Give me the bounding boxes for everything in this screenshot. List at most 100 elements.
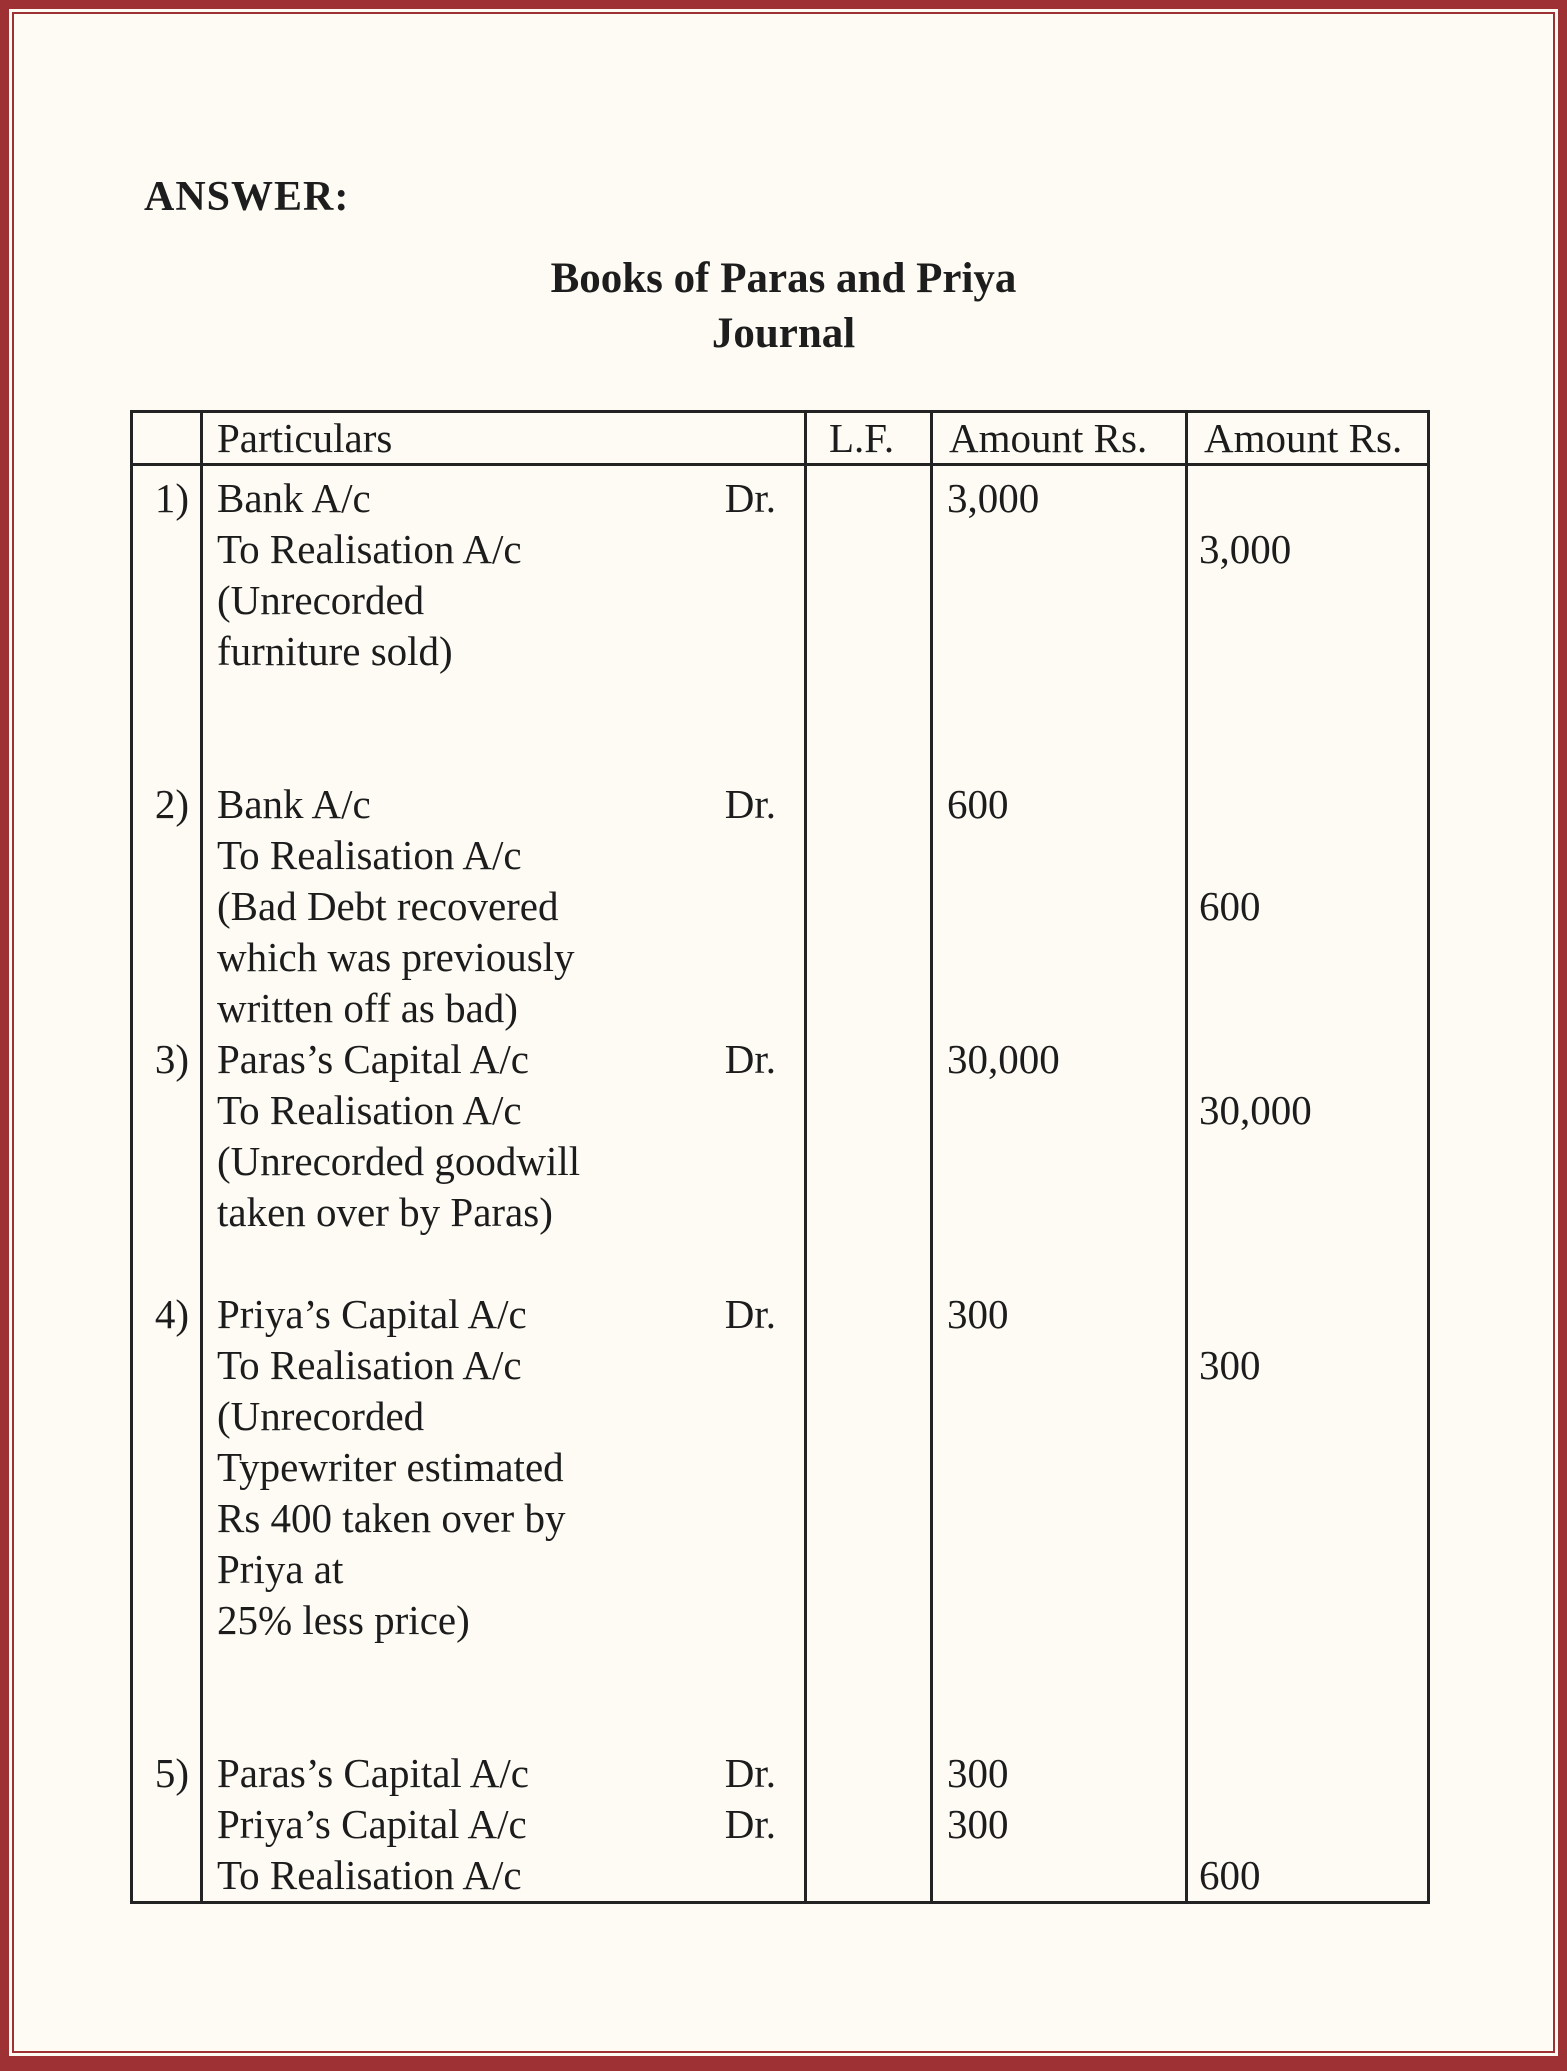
blank-line [807,1799,930,1850]
particulars-cell: Paras’s Capital A/c Dr. To Realisation A/c… [203,1034,807,1289]
blank-line [933,524,1185,575]
blank-line [1188,1595,1427,1646]
blank-line [1188,1748,1427,1799]
blank-line [203,677,804,728]
blank-line [807,1034,930,1085]
credit-amount: 3,000 [1199,526,1292,572]
blank-line [807,779,930,830]
blank-line [807,1085,930,1136]
particulars-line: (Unrecorded [203,575,804,626]
title-block: Books of Paras and Priya Journal [9,251,1558,361]
blank-line [133,677,200,728]
entry-number: 5) [154,1750,189,1796]
blank-line [133,524,200,575]
debit-amount: 300 [947,1750,1009,1796]
entry-number: 2) [154,781,189,827]
dr-label: Dr. [724,781,776,827]
debit-amount: 30,000 [947,1036,1060,1082]
blank-line [203,728,804,779]
blank-line [1188,1799,1427,1850]
blank-line [933,881,1185,932]
blank-line [1188,830,1427,881]
journal-entry-5: 5) Paras’s Capital A/c Dr. Priya’s Capital … [133,1748,1427,1901]
blank-line [807,1850,930,1901]
blank-line [807,1442,930,1493]
account-text: To Realisation A/c [217,526,522,572]
account-text: furniture sold) [217,628,453,674]
debit-amount-cell: 300 300 [933,1748,1188,1901]
blank-line [133,1697,200,1748]
particulars-line: Priya at [203,1544,804,1595]
entry-number-cell: 5) [133,1748,203,1901]
blank-line [807,575,930,626]
blank-line [807,983,930,1034]
blank-line [133,932,200,983]
blank-line [933,1697,1185,1748]
blank-line [807,1238,930,1289]
particulars-line: To Realisation A/c [203,1340,804,1391]
particulars-line: To Realisation A/c [203,1085,804,1136]
particulars-line: To Realisation A/c [203,1850,804,1901]
paper-background: ANSWER: Books of Paras and Priya Journal… [9,9,1558,2056]
blank-line [1188,1289,1427,1340]
particulars-line: Paras’s Capital A/c Dr. [203,1034,804,1085]
blank-line [133,1340,200,1391]
credit-amount-cell: 600 [1188,1748,1427,1901]
dr-label: Dr. [724,1750,776,1796]
dr-label: Dr. [724,1036,776,1082]
particulars-line: 25% less price) [203,1595,804,1646]
entry-number: 1) [154,475,189,521]
blank-line [807,1391,930,1442]
blank-line [807,1187,930,1238]
entry-number-cell: 4) [133,1289,203,1748]
particulars-line: Bank A/c Dr. [203,473,804,524]
journal-entry-4: 4) Priya’s Capital A/c Dr. To Realisation A… [133,1289,1427,1748]
credit-amount-cell: 600 [1188,779,1427,1034]
account-text: (Unrecorded goodwill [217,1138,581,1184]
particulars-cell: Bank A/c Dr. To Realisation A/c (Unrecorded… [203,466,807,779]
entry-number: 4) [154,1291,189,1337]
blank-line [1188,677,1427,728]
credit-amount-cell: 30,000 [1188,1034,1427,1289]
blank-line [807,1544,930,1595]
blank-line [933,1646,1185,1697]
account-text: Paras’s Capital A/c [217,1036,530,1082]
credit-amount: 600 [1199,883,1261,929]
lf-cell [807,1034,933,1289]
blank-line [807,728,930,779]
credit-amount: 30,000 [1199,1087,1312,1133]
account-text: Rs 400 taken over by [217,1495,566,1541]
particulars-line: Bank A/c Dr. [203,779,804,830]
blank-line [133,1850,200,1901]
blank-line [133,1187,200,1238]
blank-line [133,1493,200,1544]
account-text: which was previously [217,934,575,980]
particulars-line: (Unrecorded goodwill [203,1136,804,1187]
account-text: Paras’s Capital A/c [217,1750,530,1796]
blank-line [807,1748,930,1799]
blank-line [1188,983,1427,1034]
dr-label: Dr. [724,475,776,521]
blank-line [807,1289,930,1340]
column-header-amount-debit: Amount Rs. [933,413,1188,463]
blank-line [933,677,1185,728]
blank-line [1188,575,1427,626]
debit-amount: 300 [947,1291,1009,1337]
blank-line [203,1646,804,1697]
particulars-line: Priya’s Capital A/c Dr. [203,1799,804,1850]
blank-line [933,575,1185,626]
account-text: taken over by Paras) [217,1189,553,1235]
particulars-line: Typewriter estimated [203,1442,804,1493]
blank-line [133,1646,200,1697]
credit-amount: 300 [1199,1342,1261,1388]
debit-amount: 300 [947,1801,1009,1847]
blank-line [1188,1697,1427,1748]
blank-line [933,1493,1185,1544]
column-header-serial [133,413,203,463]
blank-line [203,1238,804,1289]
debit-amount-cell: 3,000 [933,466,1188,779]
blank-line [933,626,1185,677]
lf-cell [807,1289,933,1748]
blank-line [933,1595,1185,1646]
blank-line [133,1442,200,1493]
